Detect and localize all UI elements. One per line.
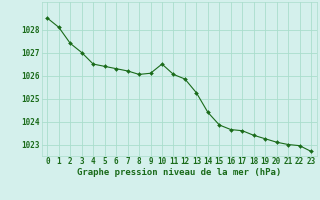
X-axis label: Graphe pression niveau de la mer (hPa): Graphe pression niveau de la mer (hPa): [77, 168, 281, 177]
